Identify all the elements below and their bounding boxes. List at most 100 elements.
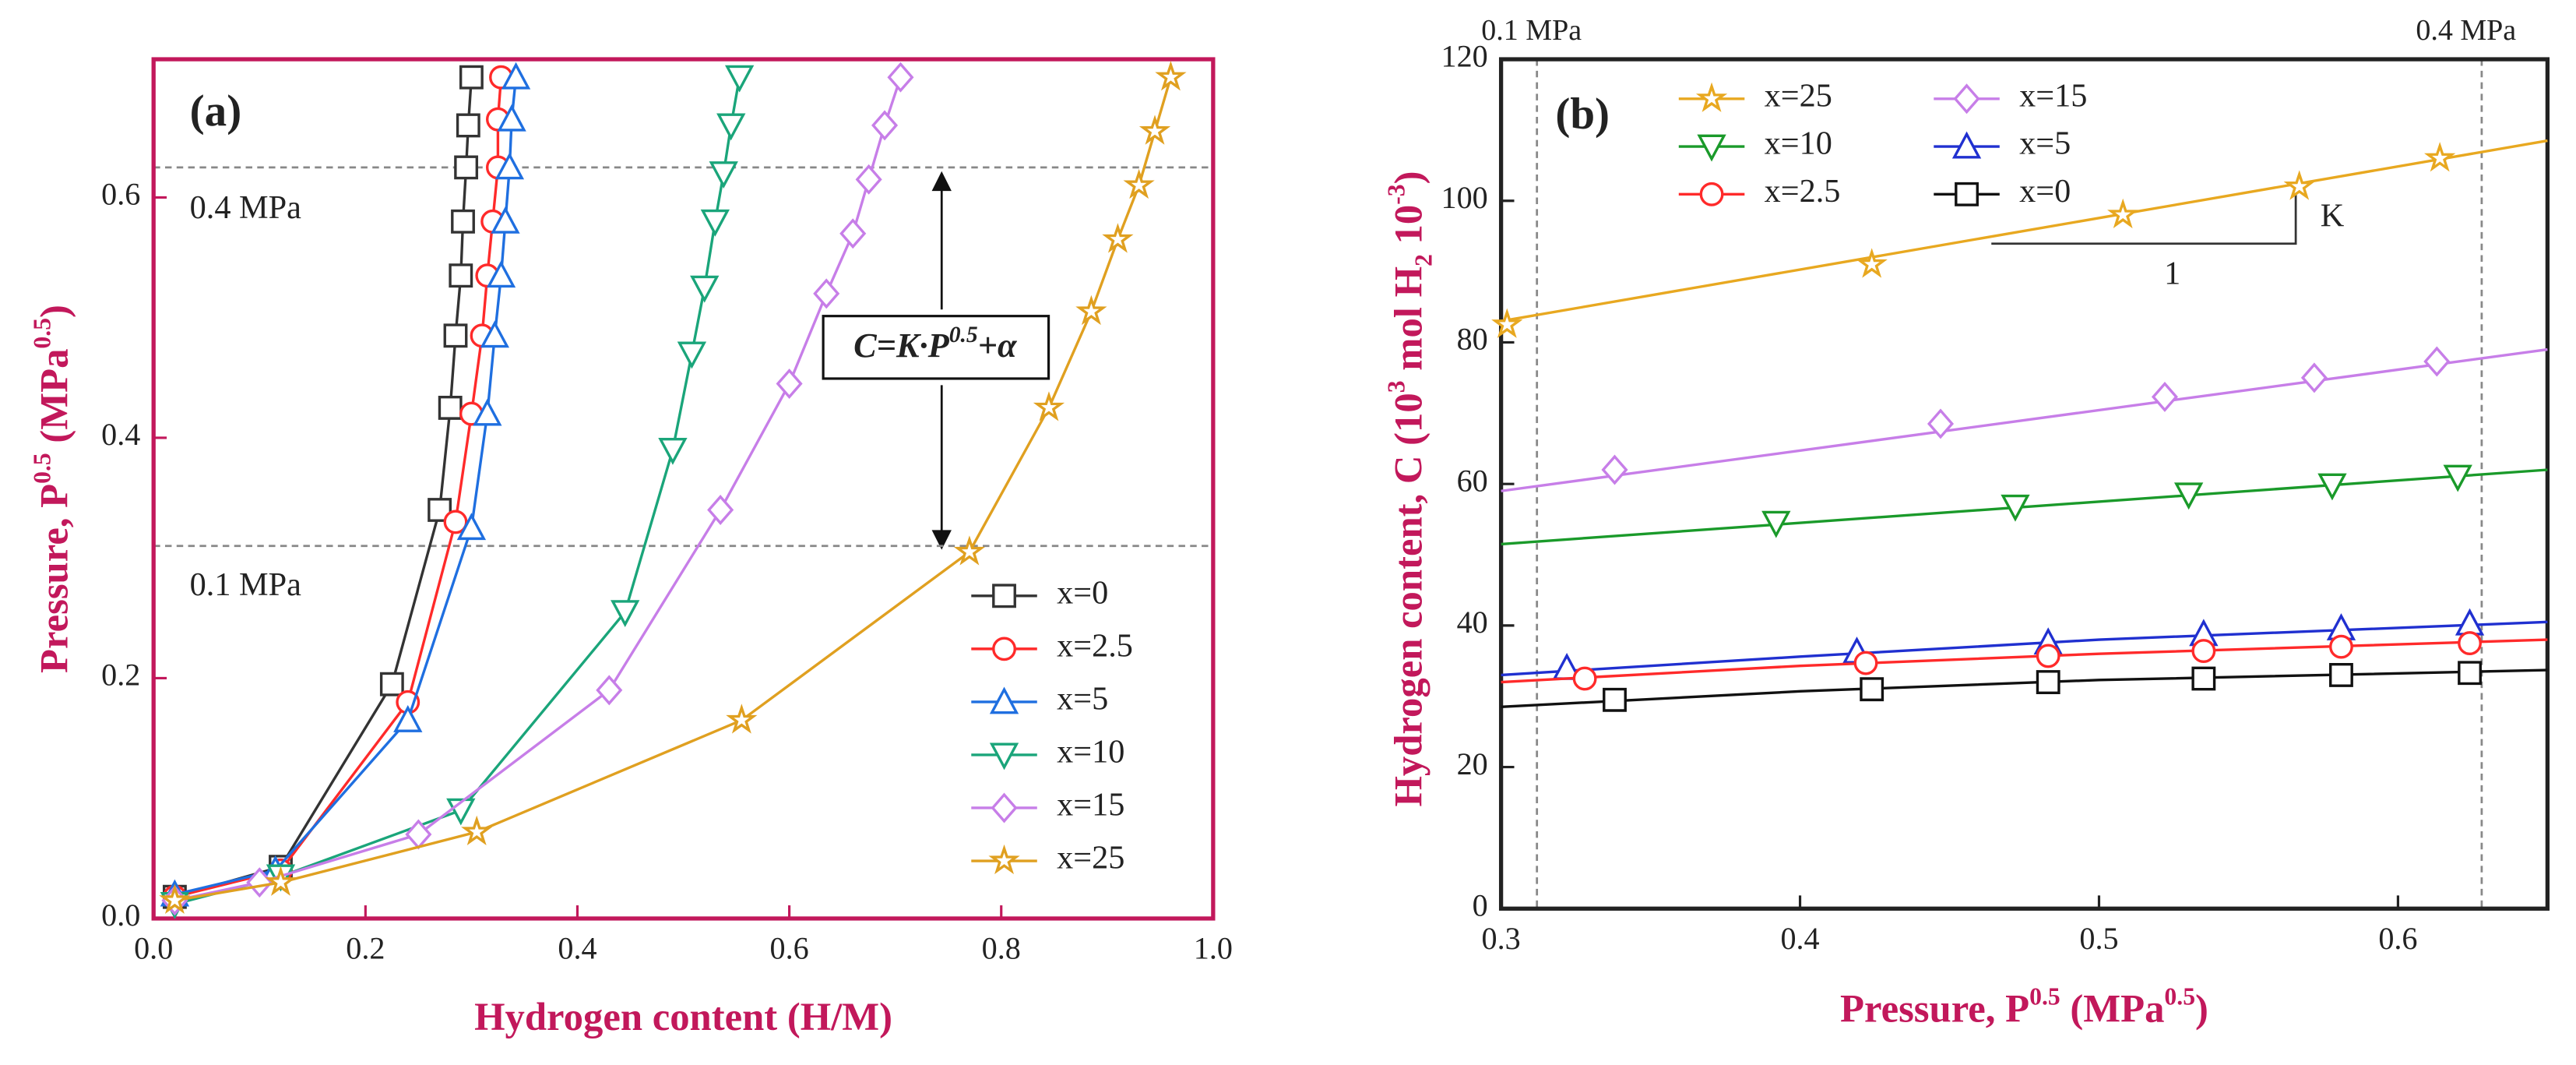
marker — [2458, 661, 2482, 686]
marker — [2107, 198, 2139, 229]
marker — [1951, 131, 1982, 159]
marker — [459, 65, 484, 90]
legend-label: x=10 — [1057, 734, 1124, 771]
y-tick-label: 60 — [1457, 463, 1488, 498]
marker — [1491, 308, 1523, 338]
fit-line — [1501, 468, 2548, 546]
marker — [379, 672, 404, 696]
y-tick-label: 0.0 — [101, 897, 140, 933]
y-tick-label: 0.6 — [101, 177, 140, 212]
legend-label: x=15 — [1057, 787, 1124, 823]
marker — [480, 320, 510, 348]
xlabel-part: Hydrogen content (H/M) — [474, 995, 892, 1039]
fit-line — [1501, 620, 2548, 677]
marker — [1697, 134, 1726, 162]
marker — [393, 705, 423, 732]
marker — [461, 815, 493, 846]
marker — [992, 637, 1016, 661]
marker — [451, 209, 475, 234]
xlabel-part: 0.5 — [2164, 982, 2195, 1010]
marker — [491, 206, 520, 234]
annotation: 0.4 MPa — [190, 189, 301, 226]
y-tick-label: 100 — [1441, 180, 1488, 215]
xlabel-part: ) — [2195, 986, 2208, 1030]
y-tick-label: 20 — [1457, 746, 1488, 781]
marker — [1927, 408, 1955, 439]
marker — [265, 866, 297, 896]
formula-part: 0.5 — [949, 323, 978, 347]
series-line — [174, 76, 1173, 902]
y-tick-label: 120 — [1441, 38, 1488, 73]
formula-part: +α — [978, 326, 1018, 365]
marker — [989, 686, 1019, 714]
ylabel-part: 0.5 — [28, 453, 55, 484]
x-tick-label: 1.0 — [1194, 930, 1233, 965]
marker — [1075, 294, 1107, 326]
formula: C=K·P0.5+α — [853, 323, 1018, 365]
annotation: 0.1 MPa — [190, 566, 301, 603]
ylabel-part: 10 — [1386, 205, 1430, 254]
marker — [2329, 634, 2353, 659]
x-tick-label: 0.0 — [134, 930, 173, 965]
marker — [438, 395, 463, 420]
marker — [596, 675, 623, 706]
marker — [1603, 687, 1627, 712]
slope-triangle — [1991, 184, 2297, 245]
marker — [2151, 381, 2178, 412]
ylabel: Hydrogen content, C (103 mol H2 10-3) — [1382, 171, 1437, 806]
marker — [443, 323, 468, 348]
marker — [855, 164, 882, 195]
xlabel: Hydrogen content (H/M) — [474, 995, 892, 1039]
fit-line — [1501, 347, 2548, 492]
legend-label: x=25 — [1765, 77, 1832, 114]
formula-box — [822, 315, 1050, 380]
ylabel-part: Pressure, P — [32, 484, 76, 673]
marker — [2443, 464, 2472, 492]
ylabel-part: 0.5 — [28, 318, 55, 349]
marker — [1102, 223, 1134, 253]
y-tick-label: 0 — [1473, 888, 1488, 923]
marker — [2191, 666, 2216, 691]
x-tick-label: 0.3 — [1482, 921, 1521, 956]
marker — [677, 341, 707, 369]
panel-label: (a) — [190, 86, 242, 136]
marker — [456, 513, 487, 541]
marker — [159, 883, 191, 914]
marker — [1601, 454, 1628, 485]
marker — [1699, 182, 1724, 206]
annotation: 1 — [2164, 256, 2180, 292]
ylabel-part: Hydrogen content, C (10 — [1386, 393, 1430, 806]
marker — [709, 161, 738, 189]
marker — [988, 844, 1020, 875]
marker — [1856, 248, 1888, 278]
marker — [456, 113, 480, 138]
legend-label: x=5 — [1057, 681, 1108, 718]
panel-label: (b) — [1555, 90, 1610, 139]
marker — [473, 398, 502, 426]
marker — [1955, 182, 1979, 206]
marker — [887, 62, 914, 93]
y-tick-label: 80 — [1457, 322, 1488, 357]
marker — [992, 584, 1016, 608]
marker — [1572, 666, 1597, 691]
marker — [1695, 82, 1728, 112]
marker — [2283, 170, 2315, 200]
marker — [724, 65, 755, 93]
y-tick-label: 0.2 — [101, 658, 140, 693]
xlabel-part: 0.5 — [2029, 982, 2060, 1010]
marker — [871, 110, 899, 141]
legend-label: x=2.5 — [1765, 173, 1841, 210]
x-tick-label: 0.6 — [2378, 921, 2417, 956]
marker — [2173, 482, 2204, 510]
marker — [501, 62, 531, 90]
marker — [776, 369, 803, 400]
y-tick-label: 40 — [1457, 605, 1488, 640]
marker — [454, 155, 479, 180]
fit-line — [1501, 638, 2548, 684]
marker — [839, 218, 867, 249]
plot-frame — [151, 57, 1216, 921]
legend-label: x=15 — [2019, 77, 2087, 114]
marker — [2300, 362, 2328, 393]
ylabel-part: (MPa — [32, 349, 76, 453]
marker — [700, 209, 730, 237]
